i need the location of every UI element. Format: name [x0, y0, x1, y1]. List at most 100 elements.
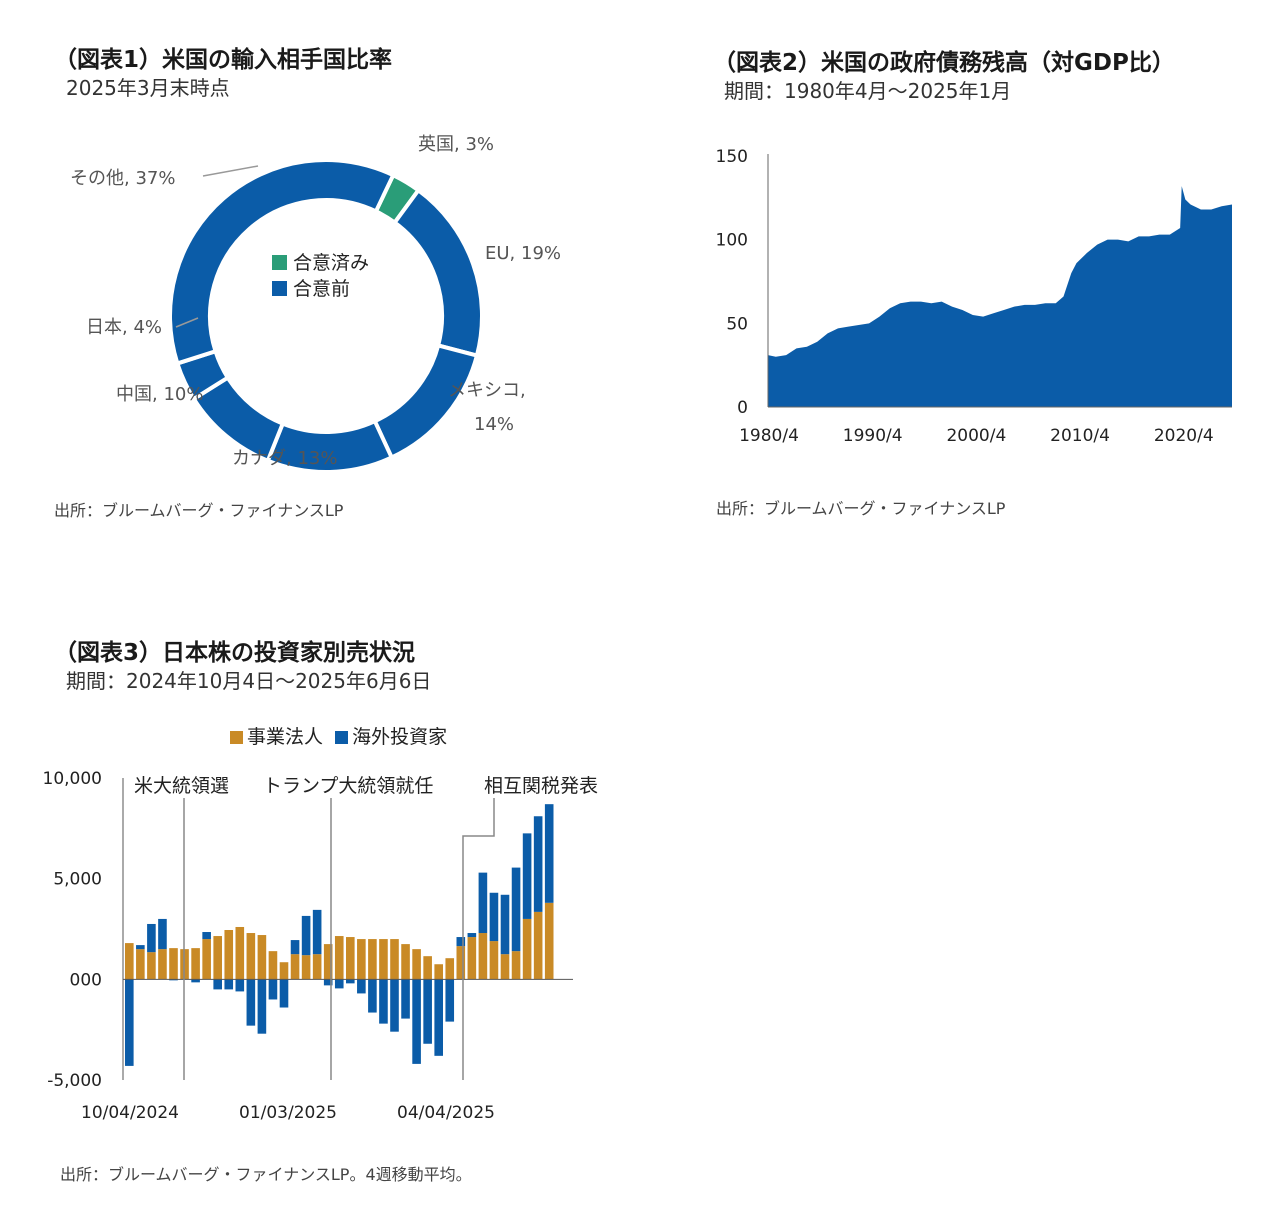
fig3-bar-corp-30 — [456, 946, 466, 980]
fig3-bar-corp-32 — [478, 933, 488, 980]
fig1-legend-label-pending: 合意前 — [293, 278, 351, 300]
fig3-bar-corp-26 — [412, 949, 421, 980]
fig1-legend-item-agreed: 合意済み — [272, 248, 369, 274]
fig3-bar-foreign-7 — [202, 932, 211, 940]
fig3-bar-foreign-9 — [224, 979, 234, 990]
fig3-bar-corp-12 — [257, 935, 267, 980]
fig3-bar-foreign-13 — [268, 979, 278, 1000]
fig3-bar-corp-35 — [511, 951, 521, 980]
fig2-y-tick-0: 0 — [737, 398, 748, 418]
fig3-bar-corp-9 — [224, 930, 234, 980]
fig3-annotation-inauguration: トランプ大統領就任 — [263, 775, 434, 797]
fig3-bar-foreign-23 — [379, 979, 388, 1024]
fig3-subtitle: 期間：2024年10月4日～2025年6月6日 — [66, 669, 432, 693]
fig3-bar-corp-18 — [323, 944, 333, 980]
fig3-bar-corp-19 — [334, 936, 344, 980]
fig1-label-canada: カナダ, 13% — [232, 448, 338, 469]
fig3-y-tick-2: 5,000 — [53, 870, 102, 890]
fig1-label-other: その他, 37% — [70, 168, 176, 189]
fig3-bar-corp-23 — [379, 939, 388, 980]
fig2-y-tick-3: 150 — [716, 147, 748, 167]
fig3-bar-corp-6 — [191, 948, 200, 980]
fig1-label-japan: 日本, 4% — [86, 317, 162, 338]
fig3-bar-foreign-17 — [312, 909, 322, 955]
fig3-bar-foreign-38 — [544, 804, 554, 903]
fig3-legend-label-foreign: 海外投資家 — [352, 726, 448, 748]
fig1-legend-item-pending: 合意前 — [272, 274, 369, 300]
fig3-bar-foreign-4 — [169, 979, 178, 981]
fig3-bar-corp-8 — [213, 936, 222, 980]
fig3-bar-foreign-28 — [434, 979, 443, 1056]
fig2-subtitle: 期間：1980年4月～2025年1月 — [724, 79, 1012, 103]
fig2-x-tick-0: 1980/4 — [739, 426, 799, 446]
fig3-bar-foreign-8 — [213, 979, 222, 990]
fig3-bar-foreign-27 — [423, 979, 432, 1044]
fig3-bar-corp-15 — [290, 954, 300, 980]
fig3-bar-foreign-37 — [533, 816, 543, 912]
fig3-bar-corp-28 — [434, 964, 443, 980]
fig3-bar-foreign-20 — [346, 979, 355, 984]
fig2-area — [768, 186, 1232, 407]
fig3-legend: 事業法人 海外投資家 — [230, 722, 447, 749]
fig3-event-line-tariff — [462, 798, 495, 1080]
fig3-bar-corp-1 — [136, 949, 145, 980]
fig3-bar-foreign-19 — [334, 979, 344, 989]
fig2-x-tick-1: 1990/4 — [843, 426, 903, 446]
fig3-bar-foreign-36 — [522, 833, 532, 919]
fig3-annotation-tariff: 相互関税発表 — [484, 775, 599, 797]
fig2-title: （図表2）米国の政府債務残高（対GDP比） — [713, 50, 1175, 76]
fig1-label-mexico-pct: 14% — [474, 414, 515, 435]
fig3-bar-foreign-26 — [412, 979, 421, 1064]
fig3-bar-foreign-6 — [191, 979, 200, 983]
fig3-bar-foreign-32 — [478, 872, 488, 934]
fig3-bar-corp-20 — [346, 937, 355, 980]
fig3-bar-foreign-10 — [235, 979, 245, 992]
fig3-bar-foreign-25 — [401, 979, 410, 1019]
fig3-bar-foreign-33 — [489, 892, 499, 942]
fig3-bar-foreign-30 — [456, 937, 466, 947]
fig3-bar-foreign-0 — [125, 979, 134, 1066]
fig3-bar-corp-25 — [401, 944, 410, 980]
fig3-bar-foreign-11 — [246, 979, 256, 1026]
fig3-bar-foreign-14 — [279, 979, 289, 1008]
fig3-bar-corp-27 — [423, 956, 432, 980]
fig3-y-tick-3: 10,000 — [43, 769, 102, 789]
fig3-bar-corp-33 — [489, 941, 499, 980]
fig3-bar-corp-11 — [246, 933, 256, 980]
fig3-bar-foreign-29 — [445, 979, 455, 1022]
fig3-bar-corp-21 — [357, 939, 366, 980]
fig3-x-tick-2: 04/04/2025 — [397, 1103, 495, 1123]
fig3-bar-foreign-15 — [290, 940, 300, 955]
fig1-donut-chart — [168, 158, 484, 474]
fig3-bar-corp-34 — [500, 954, 510, 980]
fig3-legend-label-corp: 事業法人 — [247, 726, 324, 748]
fig3-bar-foreign-24 — [390, 979, 399, 1032]
fig2-x-tick-3: 2010/4 — [1050, 426, 1110, 446]
fig2-y-tick-2: 100 — [716, 231, 748, 251]
fig3-bar-corp-13 — [268, 951, 278, 980]
fig3-bar-corp-7 — [202, 939, 211, 980]
fig3-bar-corp-37 — [533, 911, 543, 980]
fig3-bar-corp-38 — [544, 902, 554, 980]
fig1-slice-1 — [391, 187, 484, 359]
fig3-bar-corp-17 — [312, 954, 322, 980]
fig3-x-tick-0: 10/04/2024 — [81, 1103, 179, 1123]
fig1-legend: 合意済み 合意前 — [272, 248, 369, 300]
fig1-label-china: 中国, 10% — [116, 384, 204, 405]
fig3-bar-chart: -5,000 000 5,000 10,000 10/04/2024 01/03/2025… — [43, 769, 573, 1123]
fig3-y-tick-1: 000 — [70, 970, 102, 990]
fig3-bar-corp-29 — [445, 958, 455, 980]
fig3-bar-foreign-34 — [500, 894, 510, 955]
fig3-bar-corp-10 — [235, 926, 245, 980]
fig3-bar-corp-24 — [390, 939, 399, 980]
fig3-bar-corp-0 — [125, 943, 134, 980]
fig3-bar-foreign-3 — [158, 918, 167, 950]
fig3-legend-swatch-corp — [230, 731, 243, 744]
fig3-bar-foreign-2 — [147, 923, 156, 953]
fig2-x-tick-4: 2020/4 — [1154, 426, 1214, 446]
fig3-legend-swatch-foreign — [335, 731, 349, 744]
fig1-label-uk: 英国, 3% — [418, 134, 494, 155]
fig3-bar-foreign-31 — [467, 933, 477, 938]
fig3-bar-corp-4 — [169, 948, 178, 980]
fig2-y-tick-1: 50 — [726, 314, 748, 334]
